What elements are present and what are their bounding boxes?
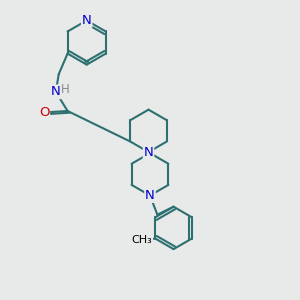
Text: H: H	[61, 83, 70, 96]
Text: N: N	[145, 189, 155, 202]
Text: O: O	[39, 106, 49, 119]
Text: N: N	[82, 14, 92, 27]
Text: N: N	[144, 146, 153, 159]
Text: N: N	[51, 85, 61, 98]
Text: CH₃: CH₃	[132, 235, 152, 245]
